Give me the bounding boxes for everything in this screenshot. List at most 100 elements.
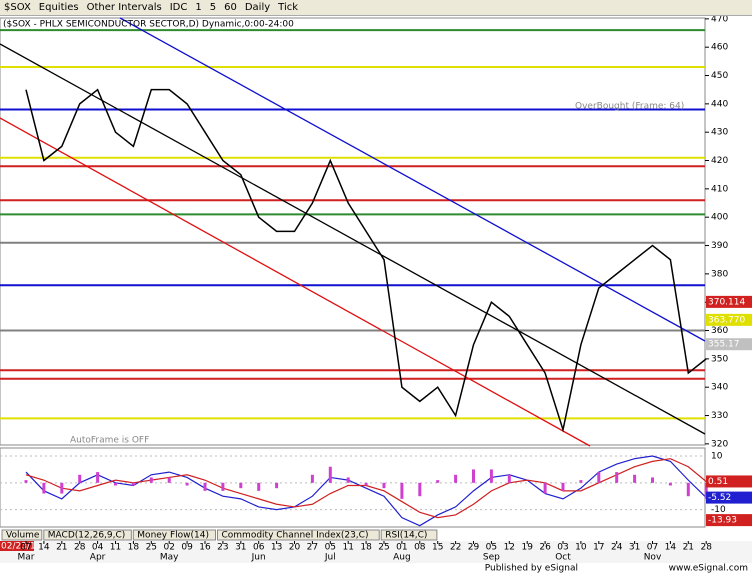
y-tick-label: 390 [711,241,728,251]
tab-label: Commodity Channel Index(23,C) [222,531,369,541]
x-tick-label: 28 [74,543,86,553]
month-label: Mar [18,553,35,563]
x-tick-label: 27 [307,543,318,553]
y-tick-label: 460 [711,43,728,53]
x-tick-label: 23 [217,543,228,553]
x-tick-label: 18 [360,543,372,553]
plot-area [0,17,706,446]
x-tick-label: 10 [575,543,587,553]
x-tick-label: 28 [700,543,712,553]
macd-marker-label: -5.52 [708,493,731,503]
trendline [119,17,706,342]
y-tick-label: 320 [711,439,728,449]
x-tick-label: 26 [539,543,551,553]
y-tick-label: 400 [711,213,728,223]
month-label: Jul [324,553,336,563]
tab[interactable] [43,529,132,541]
price-marker [706,313,752,326]
y-tick-label: 450 [711,71,728,81]
x-tick-label: 14 [665,543,677,553]
tab[interactable] [1,529,43,541]
footer-url: www.eSignal.com [669,564,748,574]
price-marker-label: 370.114 [708,297,745,307]
toolbar: $SOX Equities Other Intervals IDC 1 5 60 Daily T… [0,0,752,16]
trendline [0,117,591,447]
x-tick-label: 07 [20,543,31,553]
x-tick-label: 06 [253,543,265,553]
y-tick-label: 330 [711,411,728,421]
x-tick-label: 20 [289,543,301,553]
x-tick-label: 09 [181,543,193,553]
toolbar-button[interactable]: Tick [278,2,299,13]
tab-label: Money Flow(14) [137,531,209,541]
x-tick-label: 18 [128,543,140,553]
month-label: Apr [90,553,106,563]
macd-marker [706,514,752,527]
month-label: Sep [483,553,500,563]
tab[interactable] [217,529,380,541]
y-tick-label: 380 [711,269,728,279]
toolbar-button[interactable]: 60 [224,2,237,13]
x-tick-label: 12 [504,543,515,553]
tab-label: RSI(14,C) [385,531,427,541]
toolbar-button[interactable]: Daily [244,2,271,13]
price-marker [706,338,752,351]
x-tick-label: 11 [110,543,121,553]
chart: 3203303403503603703803904004104204304404… [0,16,752,574]
y-tick-label: -10 [711,505,726,515]
x-tick-label: 05 [486,543,497,553]
x-tick-label: 21 [683,543,694,553]
toolbar-button[interactable]: 1 [195,2,202,13]
x-tick-label: 21 [56,543,67,553]
start-box [0,541,34,551]
x-tick-label: 19 [521,543,533,553]
x-tick-label: 31 [629,543,640,553]
footer-publisher: Published by eSignal [485,564,578,574]
y-tick-label: 430 [711,128,728,138]
month-label: May [160,553,179,563]
x-tick-label: 17 [593,543,604,553]
x-tick-label: 16 [199,543,211,553]
toolbar-button[interactable]: 5 [209,2,217,13]
x-tick-label: 11 [342,543,353,553]
tab-label: MACD(12,26,9,C) [48,531,126,541]
toolbar-button[interactable]: IDC [169,2,188,13]
x-tick-label: 01 [396,543,407,553]
y-tick-label: 410 [711,184,728,194]
start-label: 02/23/11 [1,542,41,552]
macd-marker [706,491,752,504]
price-marker [706,295,752,308]
x-tick-label: 25 [146,543,157,553]
x-tick-label: 13 [271,543,282,553]
toolbar-button[interactable]: Equities [38,2,79,13]
macd-marker-label: 0.51 [708,477,728,487]
trendline [0,43,706,435]
month-label: Aug [393,553,411,563]
macd-marker-label: -13.93 [708,516,737,526]
x-tick-label: 15 [432,543,443,553]
month-label: Jun [251,553,266,563]
x-tick-label: 02 [163,543,174,553]
tab[interactable] [132,529,216,541]
macd-area [0,447,706,528]
macd-marker [706,475,752,488]
price-marker-label: 355.17 [708,340,740,350]
x-tick-label: 07 [647,543,658,553]
x-axis-area [0,541,752,563]
month-label: Oct [555,553,571,563]
x-tick-label: 14 [38,543,50,553]
x-tick-label: 08 [414,543,426,553]
price-marker-label: 363.770 [708,315,745,325]
tab-label: Volume [6,531,40,541]
x-tick-label: 25 [378,543,389,553]
tab[interactable] [380,529,438,541]
toolbar-button[interactable]: Other Intervals [86,2,162,13]
toolbar-button[interactable]: $SOX [4,2,31,13]
annotation: AutoFrame is OFF [70,436,149,446]
x-tick-label: 31 [235,543,246,553]
x-tick-label: 04 [92,543,104,553]
chart-title: ($SOX - PHLX SEMICONDUCTOR SECTOR,D) Dyn… [3,20,294,30]
x-tick-label: 24 [611,543,623,553]
x-tick-label: 22 [450,543,461,553]
